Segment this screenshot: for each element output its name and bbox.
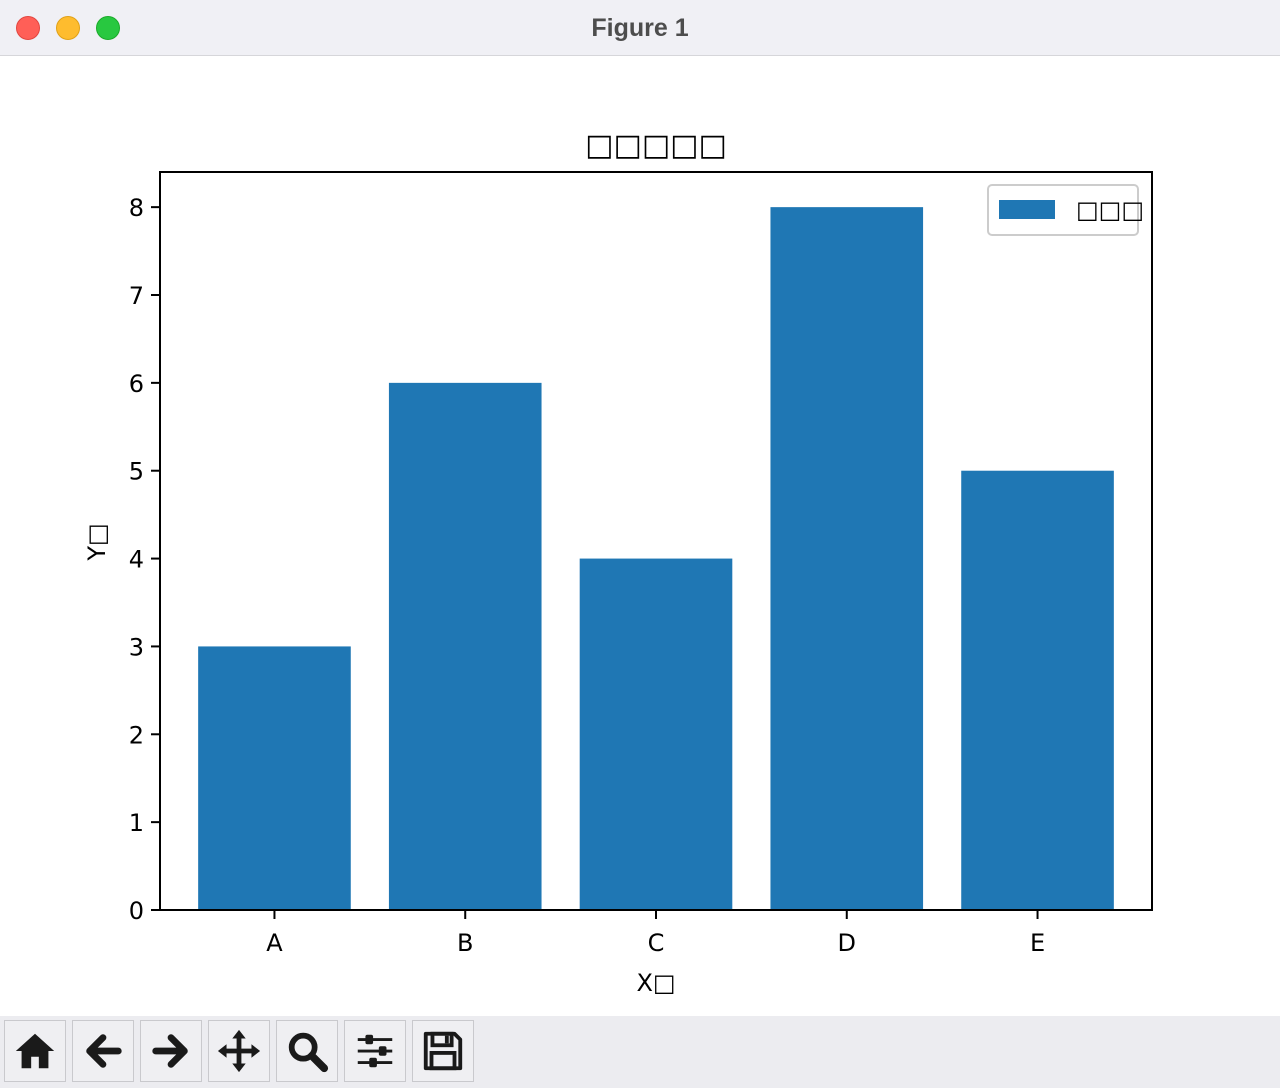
bar-A — [198, 646, 351, 910]
y-tick-label: 3 — [129, 633, 144, 661]
x-tick-label: B — [457, 929, 473, 957]
forward-button[interactable] — [140, 1020, 202, 1082]
figure-canvas: 0 1 2 3 4 5 6 7 8 A B C D E □□□□□ X□ Y□ □□□ — [0, 56, 1280, 1016]
bar-C — [579, 558, 733, 910]
legend: □□□ — [987, 184, 1144, 236]
close-window-button[interactable] — [16, 16, 40, 40]
bar-D — [770, 207, 924, 911]
pan-move-icon — [217, 1029, 261, 1073]
save-floppy-icon — [423, 1031, 463, 1071]
legend-label: □□□ — [1076, 196, 1144, 224]
zoom-magnifier-icon — [288, 1032, 329, 1073]
chart-title: □□□□□ — [585, 128, 727, 163]
y-tick-label: 6 — [129, 370, 144, 398]
back-arrow-icon — [86, 1034, 122, 1068]
maximize-window-button[interactable] — [96, 16, 120, 40]
back-button[interactable] — [72, 1020, 134, 1082]
home-icon — [15, 1033, 55, 1069]
window-title: Figure 1 — [591, 14, 689, 42]
configure-subplots-button[interactable] — [344, 1020, 406, 1082]
forward-arrow-icon — [152, 1034, 188, 1068]
y-tick-label: 2 — [129, 721, 144, 749]
y-axis-ticks: 0 1 2 3 4 5 6 7 8 — [129, 194, 160, 925]
x-tick-label: C — [648, 929, 665, 957]
y-tick-label: 1 — [129, 809, 144, 837]
y-tick-label: 4 — [129, 546, 144, 574]
pan-button[interactable] — [208, 1020, 270, 1082]
legend-box — [987, 184, 1139, 236]
y-tick-label: 8 — [129, 194, 144, 222]
x-axis-ticks: A B C D E — [266, 910, 1045, 957]
configure-subplots-icon — [357, 1034, 393, 1068]
legend-swatch — [999, 200, 1055, 219]
navigation-toolbar — [0, 1016, 1280, 1088]
bars-group — [198, 207, 1114, 911]
bar-E — [961, 470, 1114, 910]
home-button[interactable] — [4, 1020, 66, 1082]
x-tick-label: D — [838, 929, 856, 957]
x-axis-label: X□ — [636, 969, 675, 997]
x-tick-label: E — [1030, 929, 1045, 957]
bar-B — [388, 382, 542, 910]
y-axis-label: Y□ — [83, 523, 111, 561]
bar-chart: 0 1 2 3 4 5 6 7 8 A B C D E □□□□□ X□ Y□ □□□ — [83, 128, 1153, 997]
save-button[interactable] — [412, 1020, 474, 1082]
y-tick-label: 7 — [129, 282, 144, 310]
x-tick-label: A — [266, 929, 283, 957]
minimize-window-button[interactable] — [56, 16, 80, 40]
window-titlebar: Figure 1 — [0, 0, 1280, 56]
y-tick-label: 5 — [129, 458, 144, 486]
y-tick-label: 0 — [129, 897, 144, 925]
zoom-button[interactable] — [276, 1020, 338, 1082]
